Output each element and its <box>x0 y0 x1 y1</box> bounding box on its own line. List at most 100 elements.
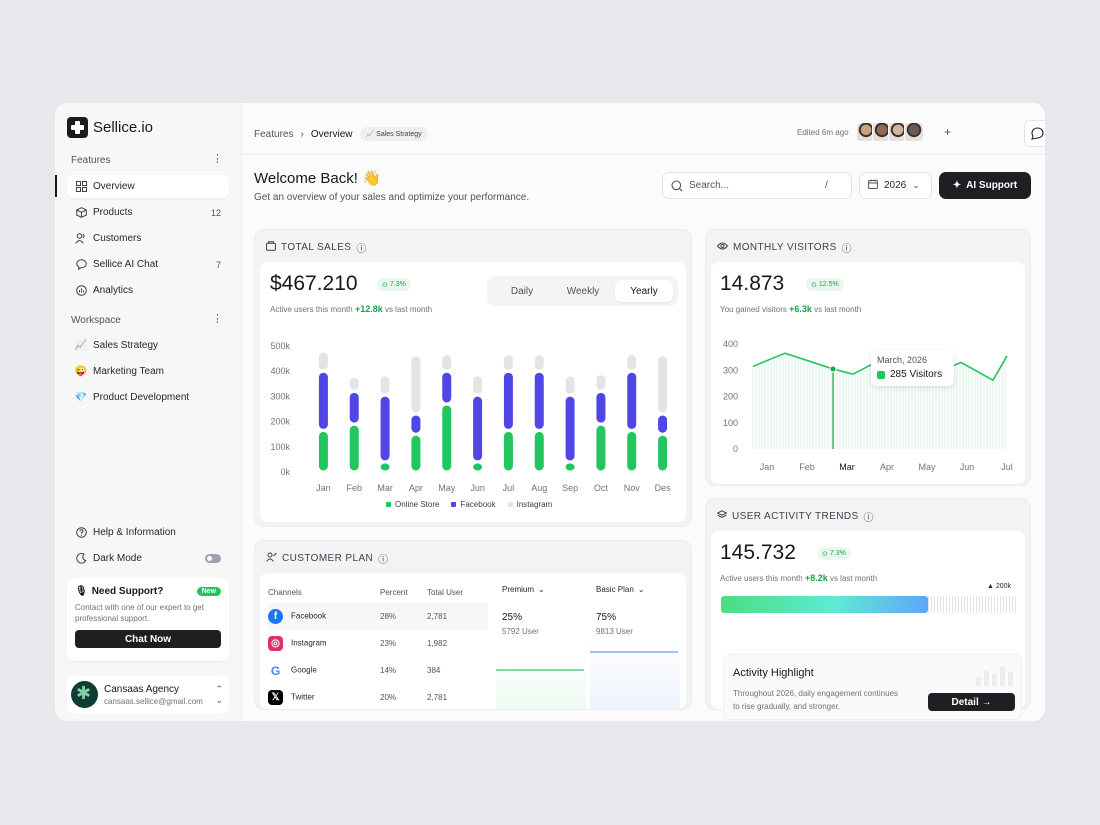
bar-online-store[interactable] <box>349 425 359 471</box>
bar-online-store[interactable] <box>473 463 483 471</box>
bar-facebook[interactable] <box>596 392 606 423</box>
calendar-icon <box>868 179 878 192</box>
bar-online-store[interactable] <box>627 431 637 471</box>
sidebar-item-dark-mode[interactable]: Dark Mode <box>67 547 229 570</box>
bar-instagram[interactable] <box>565 376 575 394</box>
sidebar-item-product-development[interactable]: 💎 Product Development <box>67 386 229 409</box>
bar-instagram[interactable] <box>349 377 359 390</box>
channel-name: Facebook <box>291 611 327 621</box>
sidebar-item-customers[interactable]: Customers <box>67 227 229 250</box>
channel-name: Instagram <box>291 638 327 648</box>
info-icon[interactable]: ⓘ <box>863 513 874 524</box>
tab-weekly[interactable]: Weekly <box>566 285 600 297</box>
bar-facebook[interactable] <box>627 372 637 429</box>
table-row[interactable]: G Google 14% 384 <box>268 657 488 684</box>
plan-users: 5792 User <box>502 627 539 636</box>
legend-item: Facebook <box>451 500 496 509</box>
subline-suffix: vs last month <box>829 574 878 583</box>
tab-yearly[interactable]: Yearly <box>615 280 673 302</box>
avatar[interactable] <box>904 122 924 142</box>
bar-instagram[interactable] <box>411 356 421 413</box>
bar-instagram[interactable] <box>596 375 606 390</box>
bar-instagram[interactable] <box>658 356 668 413</box>
info-icon[interactable]: ⓘ <box>356 244 367 255</box>
plan-basic[interactable]: Basic Plan ⌄ 75% 9813 User <box>590 581 680 709</box>
channel-name: Twitter <box>291 692 315 702</box>
basic-level-line <box>590 651 678 653</box>
bar-instagram[interactable] <box>380 376 390 394</box>
info-icon[interactable]: ⓘ <box>841 244 853 255</box>
breadcrumb-overview[interactable]: Overview <box>310 128 353 140</box>
workspace-menu-icon[interactable]: ⋮ <box>212 313 223 325</box>
monthly-visitors-card: MONTHLY VISITORS ⓘ 14.873 ⊙ 12.5% You gai… <box>705 229 1031 486</box>
subline-delta: +6.3k <box>789 304 812 314</box>
bar-facebook[interactable] <box>349 392 359 423</box>
table-row[interactable]: 𝕏 Twitter 20% 2,781 <box>268 684 488 709</box>
bar-instagram[interactable] <box>442 355 452 370</box>
bar-online-store[interactable] <box>596 425 606 471</box>
ai-support-button[interactable]: ✦ AI Support <box>939 172 1031 199</box>
highlight-point[interactable] <box>829 365 837 373</box>
info-icon[interactable]: ⓘ <box>378 555 389 566</box>
x-tick-label: Aug <box>531 483 547 493</box>
bar-online-store[interactable] <box>565 463 575 471</box>
year-select[interactable]: 2026 ⌄ <box>859 172 932 199</box>
legend-label: Instagram <box>516 500 553 509</box>
bar-instagram[interactable] <box>473 376 483 394</box>
bar-facebook[interactable] <box>503 372 513 429</box>
bar-facebook[interactable] <box>411 415 421 433</box>
sidebar-item-products[interactable]: Products 12 <box>67 201 229 224</box>
bar-instagram[interactable] <box>534 355 544 370</box>
bar-online-store[interactable] <box>411 435 421 471</box>
detail-button[interactable]: Detail → <box>928 693 1015 711</box>
bar-online-store[interactable] <box>318 431 328 471</box>
sidebar-item-help[interactable]: Help & Information <box>67 521 229 544</box>
subline-prefix: You gained visitors <box>720 305 787 314</box>
add-collaborator-icon[interactable]: + <box>944 125 952 139</box>
sidebar-item-sales-strategy[interactable]: 📈 Sales Strategy <box>67 334 229 357</box>
bar-online-store[interactable] <box>658 435 668 471</box>
bar-facebook[interactable] <box>473 396 483 461</box>
collaborator-avatars[interactable] <box>856 122 924 142</box>
x-tick-label: Apr <box>409 483 423 493</box>
bar-instagram[interactable] <box>503 355 513 370</box>
bar-online-store[interactable] <box>442 405 452 471</box>
features-menu-icon[interactable]: ⋮ <box>212 153 223 165</box>
bar-facebook[interactable] <box>442 372 452 403</box>
search-input[interactable] <box>689 180 819 191</box>
tab-daily[interactable]: Daily <box>510 285 534 297</box>
bar-online-store[interactable] <box>503 431 513 471</box>
sidebar-item-overview[interactable]: Overview <box>67 175 229 198</box>
x-tick-label: Oct <box>594 483 609 493</box>
bar-online-store[interactable] <box>534 431 544 471</box>
sidebar-item-ai-chat[interactable]: Sellice AI Chat 7 <box>67 253 229 276</box>
account-switcher[interactable]: Cansaas Agency cansaas.sellice@gmail.com… <box>67 676 229 713</box>
bar-facebook[interactable] <box>534 372 544 429</box>
bar-facebook[interactable] <box>380 396 390 461</box>
table-row[interactable]: ◎ Instagram 23% 1,982 <box>268 630 488 657</box>
breadcrumb-features[interactable]: Features <box>254 128 294 140</box>
plan-premium[interactable]: Premium ⌄ 25% 5792 User <box>496 581 586 709</box>
google-icon: G <box>268 663 283 678</box>
dark-mode-toggle[interactable] <box>205 554 221 563</box>
bar-instagram[interactable] <box>627 355 637 370</box>
notification-button[interactable] <box>1024 120 1045 147</box>
table-row[interactable]: f Facebook 28% 2,781 <box>268 603 488 630</box>
logo[interactable]: Sellice.io <box>67 117 153 138</box>
x-tick-label: Feb <box>799 462 815 472</box>
period-tabs: Daily Weekly Yearly <box>487 276 678 306</box>
bar-online-store[interactable] <box>380 463 390 471</box>
breadcrumb-chip[interactable]: 📈 Sales Strategy <box>359 127 428 141</box>
legend-swatch <box>507 502 513 507</box>
mini-bars-icon <box>976 667 1013 687</box>
legend-swatch <box>386 502 391 507</box>
sidebar-item-analytics[interactable]: Analytics <box>67 279 229 302</box>
bar-instagram[interactable] <box>318 352 328 370</box>
sidebar-item-label: Marketing Team <box>93 366 164 377</box>
bar-facebook[interactable] <box>565 396 575 461</box>
search-box[interactable]: / <box>662 172 852 199</box>
bar-facebook[interactable] <box>318 372 328 429</box>
bar-facebook[interactable] <box>658 415 668 433</box>
chat-now-button[interactable]: Chat Now <box>75 630 221 648</box>
sidebar-item-marketing-team[interactable]: 😜 Marketing Team <box>67 360 229 383</box>
